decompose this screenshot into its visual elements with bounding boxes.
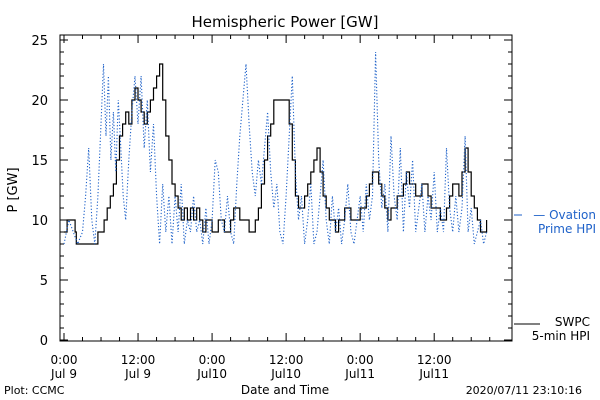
series-swpc-line: [64, 63, 488, 245]
y-tick-label: 15: [31, 154, 48, 169]
x-tick-date-label: Jul10: [196, 367, 227, 381]
legend-swpc-line2: 5-min HPI: [532, 329, 590, 343]
y-tick-label: 5: [40, 274, 48, 289]
plot-timestamp: 2020/07/11 23:10:16: [466, 384, 582, 397]
x-tick-time-label: 12:00: [269, 353, 304, 367]
x-tick-date-label: Jul11: [344, 367, 375, 381]
legend-ovation-line2: Prime HPI: [538, 222, 596, 236]
x-tick-time-label: 12:00: [121, 353, 156, 367]
x-tick-date-label: Jul 9: [50, 367, 77, 381]
x-tick-time-label: 12:00: [417, 353, 452, 367]
plot-credit: Plot: CCMC: [4, 384, 65, 397]
x-tick-date-label: Jul10: [270, 367, 301, 381]
x-tick-date-label: Jul11: [418, 367, 449, 381]
x-tick-time-label: 0:00: [51, 353, 78, 367]
plot-frame: [59, 34, 513, 342]
series-layer: [63, 51, 488, 246]
y-axis-ticks: 0 5 10 15 20 25: [31, 34, 512, 349]
series-ovation-line: [63, 51, 488, 246]
legend-ovation-line1: — Ovation: [533, 208, 596, 222]
x-tick-time-label: 0:00: [199, 353, 226, 367]
y-tick-label: 10: [31, 214, 48, 229]
y-tick-label: 25: [31, 34, 48, 49]
y-axis-label: P [GW]: [6, 167, 21, 212]
x-axis-label: Date and Time: [241, 383, 329, 397]
chart-title: Hemispheric Power [GW]: [192, 13, 379, 31]
x-tick-date-label: Jul 9: [124, 367, 151, 381]
y-tick-label: 0: [40, 334, 48, 349]
x-tick-time-label: 0:00: [347, 353, 374, 367]
y-tick-label: 20: [31, 94, 48, 109]
legend-swpc-line1: SWPC: [555, 315, 590, 329]
